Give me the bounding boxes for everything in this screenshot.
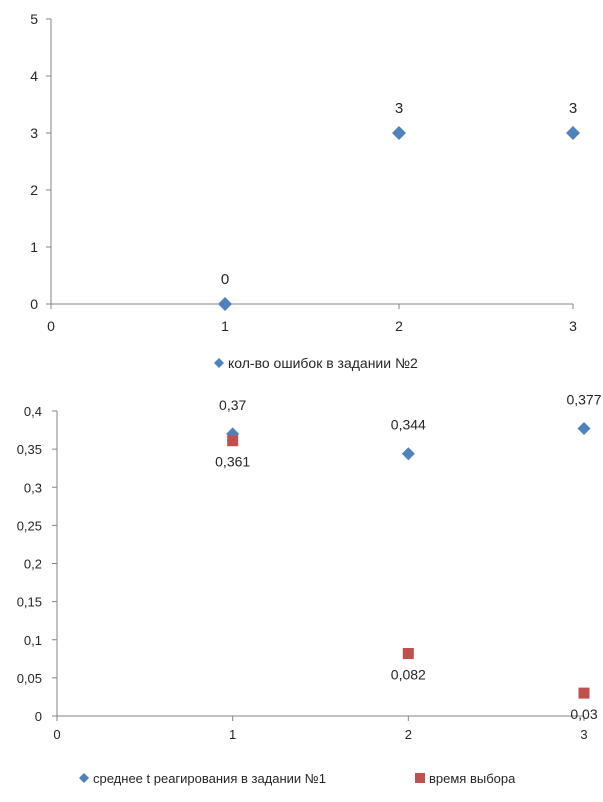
data-point <box>578 687 590 699</box>
y-tick-label: 0,35 <box>17 442 42 457</box>
data-point <box>218 297 232 311</box>
data-label: 0,344 <box>391 417 426 433</box>
data-point <box>566 126 580 140</box>
x-tick-label: 1 <box>229 727 236 742</box>
y-tick-label: 2 <box>30 182 38 198</box>
y-tick-label: 0,2 <box>24 557 42 572</box>
y-tick-label: 0 <box>30 296 38 312</box>
x-tick-label: 0 <box>47 318 55 334</box>
legend-label: время выбора <box>429 771 516 786</box>
x-tick-label: 3 <box>580 727 587 742</box>
legend: среднее t реагирования в задании №1 время… <box>79 771 516 786</box>
legend-marker <box>415 773 425 783</box>
data-point <box>401 447 415 461</box>
x-tick-label: 1 <box>221 318 229 334</box>
y-tick-label: 5 <box>30 11 38 27</box>
legend-marker <box>79 773 89 783</box>
data-label: 0 <box>221 271 229 288</box>
legend-marker <box>214 358 224 368</box>
y-tick-label: 0,05 <box>17 671 42 686</box>
data-label: 3 <box>395 100 403 117</box>
y-tick-label: 0,4 <box>24 404 42 419</box>
legend-label: среднее t реагирования в задании №1 <box>93 771 326 786</box>
y-tick-label: 4 <box>30 68 38 84</box>
x-tick-label: 2 <box>395 318 403 334</box>
series-1: 0 3 3 <box>218 100 580 311</box>
y-tick-label: 0,3 <box>24 480 42 495</box>
data-label: 0,03 <box>570 706 597 722</box>
y-tick-label: 0 <box>35 709 42 724</box>
y-tick-label: 3 <box>30 125 38 141</box>
y-tick-label: 0,1 <box>24 633 42 648</box>
x-tick-label: 2 <box>405 727 412 742</box>
data-point <box>227 435 239 447</box>
data-point <box>402 647 414 659</box>
legend: кол-во ошибок в задании №2 <box>214 355 418 371</box>
legend-label: кол-во ошибок в задании №2 <box>228 355 418 371</box>
x-tick-label: 3 <box>569 318 577 334</box>
x-tick-label: 0 <box>53 727 60 742</box>
data-label: 0,082 <box>391 666 426 682</box>
y-tick-label: 0,25 <box>17 518 42 533</box>
y-tick-label: 0,15 <box>17 595 42 610</box>
data-label: 0,377 <box>566 392 601 408</box>
chart-1: 0 1 2 3 4 5 0 1 2 3 0 3 3 кол-во ошибок в задании №2 <box>30 11 580 371</box>
data-point <box>577 422 591 436</box>
series-1: 0,37 0,344 0,377 <box>219 392 602 461</box>
chart-2: 00,050,10,150,20,250,30,350,40 1 2 30,370,3… <box>17 392 602 786</box>
series-2: 0,361 0,082 0,03 <box>215 435 598 722</box>
data-label: 0,361 <box>215 454 250 470</box>
data-label: 3 <box>569 100 577 117</box>
data-point <box>392 126 406 140</box>
y-tick-label: 1 <box>30 239 38 255</box>
data-label: 0,37 <box>219 397 246 413</box>
